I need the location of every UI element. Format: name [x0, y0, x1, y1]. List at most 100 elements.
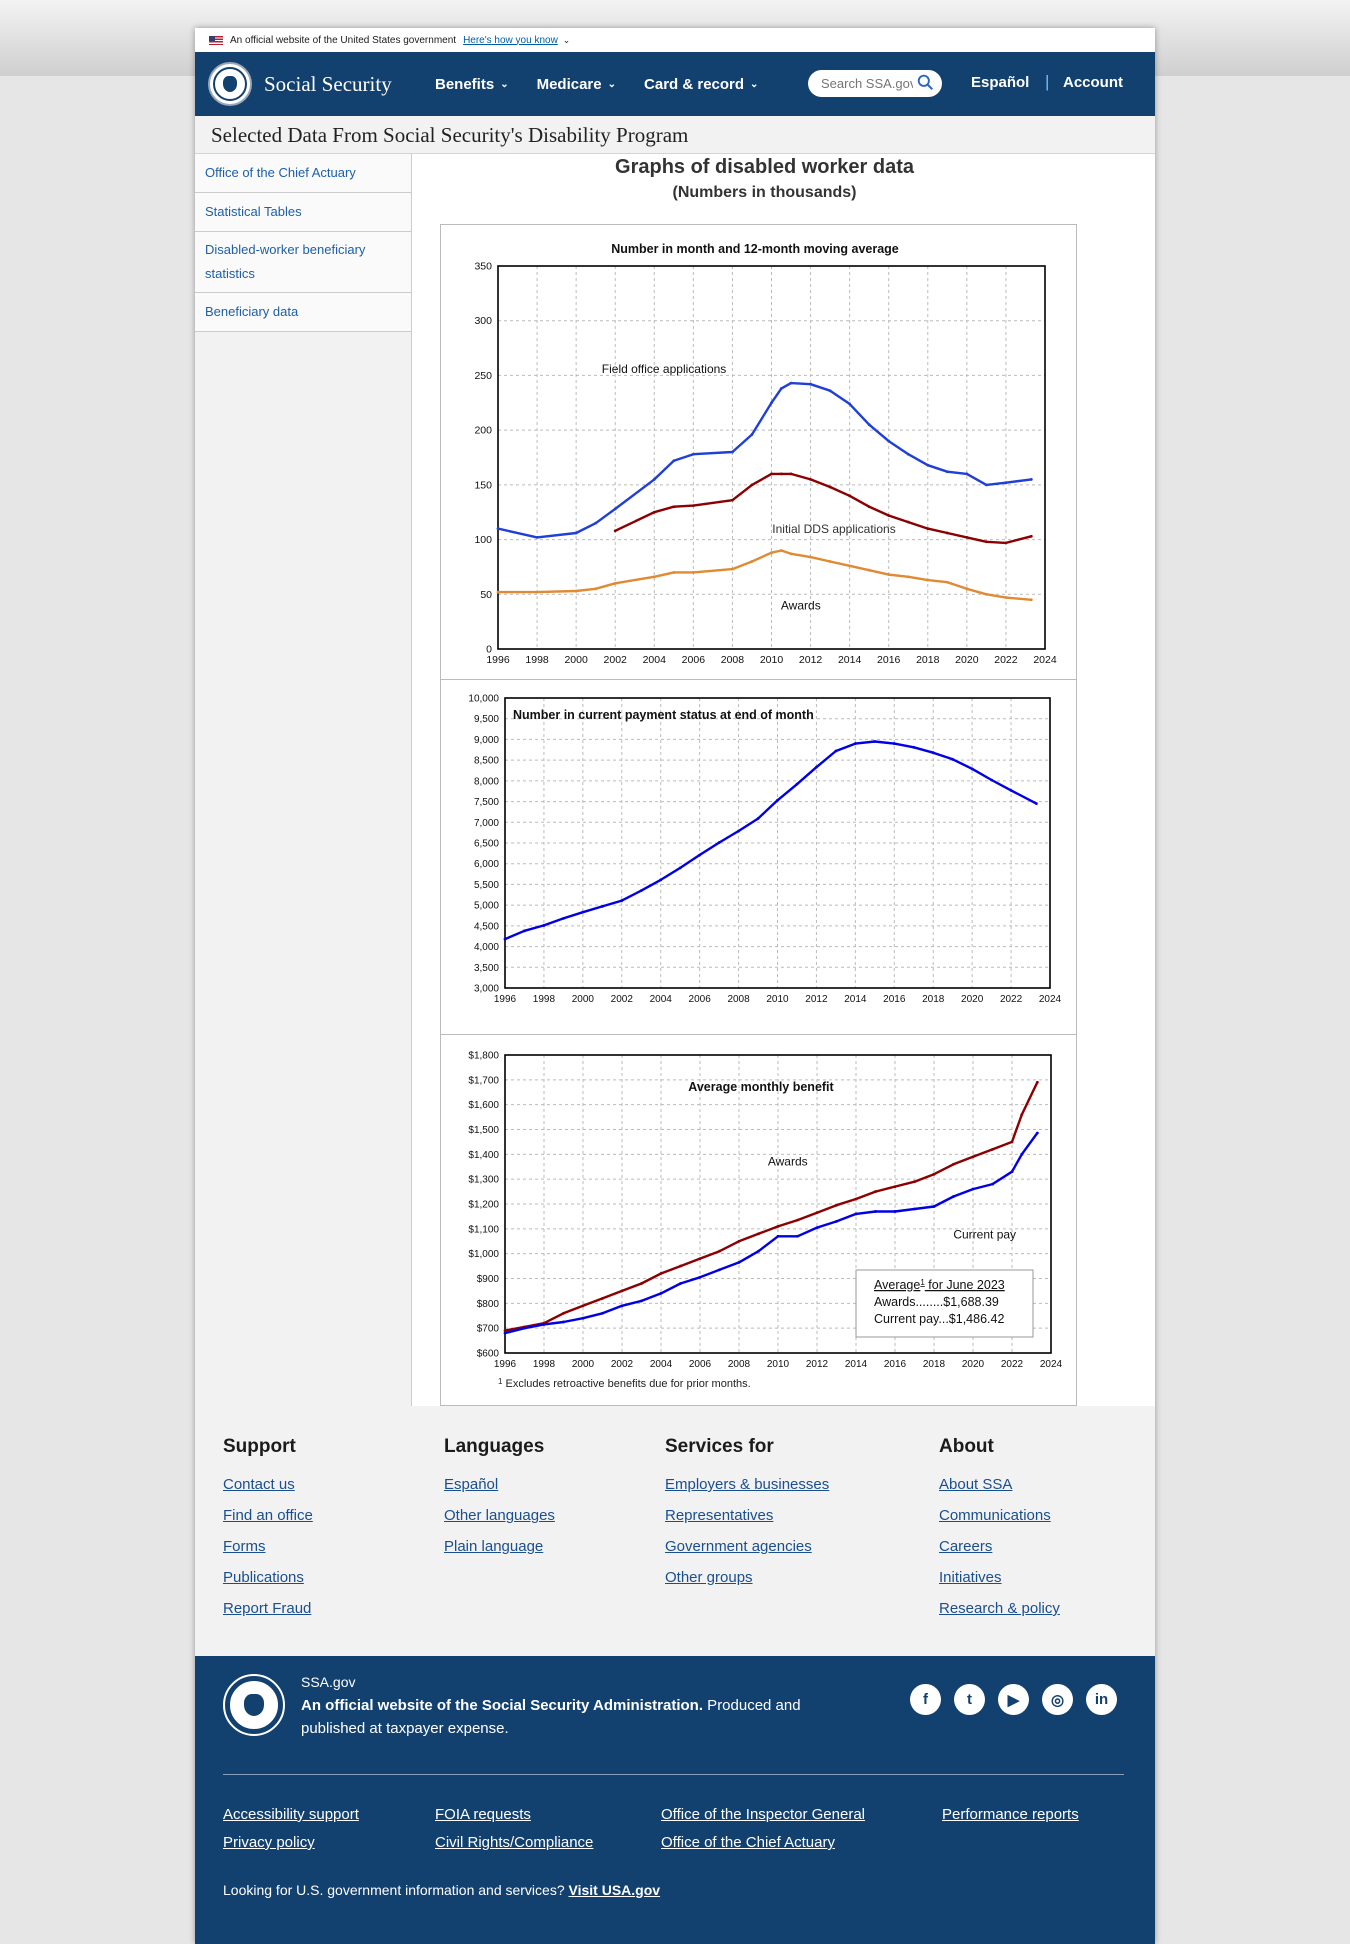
footer-link-foia[interactable]: FOIA requests	[435, 1806, 531, 1823]
x-tick-label: 2022	[1000, 994, 1023, 1005]
footer-link[interactable]: Communications	[939, 1507, 1051, 1524]
data-point-0	[854, 1197, 858, 1201]
footer-link[interactable]: Contact us	[223, 1476, 295, 1493]
data-point-1	[854, 1212, 858, 1216]
account-link[interactable]: Account	[1063, 74, 1123, 91]
search-icon[interactable]	[917, 74, 934, 91]
footer-bottom: SSA.gov An official website of the Socia…	[195, 1656, 1155, 1944]
data-point-0	[503, 1329, 507, 1333]
footer-link[interactable]: Forms	[223, 1538, 266, 1555]
x-tick-label: 2020	[961, 994, 984, 1005]
x-tick-label: 2006	[689, 1359, 712, 1370]
data-point-1	[926, 527, 930, 531]
x-tick-label: 2006	[689, 994, 712, 1005]
data-point-0	[952, 1162, 955, 1166]
x-tick-label: 1996	[494, 994, 517, 1005]
y-tick-label: 5,500	[474, 880, 499, 891]
footer-link-civil-rights[interactable]: Civil Rights/Compliance	[435, 1834, 594, 1851]
nav-benefits[interactable]: Benefits ⌄	[435, 76, 509, 93]
youtube-icon[interactable]: ▶	[998, 1684, 1029, 1715]
footer-link[interactable]: About SSA	[939, 1476, 1013, 1493]
footer-link[interactable]: Other groups	[665, 1569, 753, 1586]
data-point-1	[691, 504, 695, 508]
footer-col-about: About About SSA Communications Careers I…	[939, 1436, 1060, 1631]
footer-link[interactable]: Government agencies	[665, 1538, 812, 1555]
data-point-0	[867, 423, 871, 427]
chart-current-payment: 1996 1998 2000 2002 2004 2006 2008 2010 2012 2014…	[440, 679, 1077, 1035]
footer-link[interactable]: Report Fraud	[223, 1600, 312, 1617]
data-point-1	[718, 1268, 721, 1272]
data-point-1	[523, 1326, 526, 1330]
brand-name[interactable]: Social Security	[264, 71, 392, 96]
y-tick-label: 8,000	[474, 776, 499, 787]
x-tick-label: 2004	[643, 654, 667, 666]
instagram-icon[interactable]: ◎	[1042, 1684, 1073, 1715]
data-point-1	[562, 1320, 565, 1324]
series-annotation: Current pay	[953, 1227, 1016, 1241]
gov-banner-text: An official website of the United States…	[230, 34, 457, 46]
footer-link-privacy[interactable]: Privacy policy	[223, 1834, 315, 1851]
x-tick-label: 2008	[728, 1359, 751, 1370]
x-tick-label: 1996	[486, 654, 510, 666]
linkedin-icon[interactable]: in	[1086, 1684, 1117, 1715]
sidebar-item-statistical-tables[interactable]: Statistical Tables	[195, 193, 411, 232]
chart-average-benefit-svg: 1996 1998 2000 2002 2004 2006 2008 2010 2012 2014…	[468, 1051, 1062, 1391]
sidebar: Office of the Chief Actuary Statistical …	[195, 154, 412, 1406]
footer-link[interactable]: Research & policy	[939, 1600, 1060, 1617]
search-input[interactable]	[821, 76, 913, 91]
data-point-1	[581, 1316, 585, 1320]
data-point-0	[1009, 788, 1013, 792]
page-title: Selected Data From Social Security's Dis…	[195, 116, 1155, 154]
footer-link[interactable]: Careers	[939, 1538, 993, 1555]
footer-link[interactable]: Español	[444, 1476, 499, 1493]
footer-link-oig[interactable]: Office of the Inspector General	[661, 1806, 866, 1823]
footer-link[interactable]: Initiatives	[939, 1569, 1002, 1586]
data-point-2	[594, 587, 598, 591]
footer-link[interactable]: Other languages	[444, 1507, 555, 1524]
y-tick-label: $1,600	[468, 1100, 499, 1111]
chart-footnote: 1 Excludes retroactive benefits due for …	[498, 1377, 751, 1390]
nav-card-record[interactable]: Card & record ⌄	[644, 76, 758, 93]
nav-card-record-label: Card & record	[644, 75, 745, 93]
x-tick-label: 2002	[611, 994, 634, 1005]
sidebar-item-disabled-worker-stats[interactable]: Disabled-worker beneficiary statistics	[195, 232, 411, 293]
footer-link-chief-actuary[interactable]: Office of the Chief Actuary	[661, 1834, 835, 1851]
y-tick-label: 4,000	[474, 942, 499, 953]
data-point-2	[887, 573, 891, 576]
data-point-1	[984, 540, 988, 544]
footer-link[interactable]: Plain language	[444, 1538, 544, 1555]
data-point-0	[698, 1257, 702, 1261]
footer-link[interactable]: Publications	[223, 1569, 304, 1586]
x-tick-label: 2002	[611, 1359, 634, 1370]
twitter-icon[interactable]: t	[954, 1684, 985, 1715]
ssa-footer-seal-logo	[223, 1674, 285, 1736]
how-you-know-link[interactable]: Here's how you know	[463, 34, 558, 46]
data-point-0	[848, 402, 852, 406]
footer-link[interactable]: Find an office	[223, 1507, 313, 1524]
footer-link[interactable]: Representatives	[665, 1507, 774, 1524]
data-point-2	[945, 580, 949, 584]
data-point-1	[613, 529, 617, 533]
data-point-1	[601, 1311, 604, 1315]
sidebar-item-beneficiary-data[interactable]: Beneficiary data	[195, 293, 411, 332]
data-point-0	[770, 401, 773, 405]
footer-link[interactable]: Employers & businesses	[665, 1476, 830, 1493]
ssa-seal-logo[interactable]	[208, 62, 252, 106]
nav-medicare[interactable]: Medicare ⌄	[537, 76, 616, 93]
chevron-down-icon[interactable]: ⌄	[562, 34, 571, 45]
data-point-0	[991, 1147, 994, 1151]
plot-frame	[504, 697, 1051, 989]
footer-official-rest: Produced and published at taxpayer expen…	[301, 1697, 801, 1737]
data-point-2	[848, 564, 852, 568]
data-point-1	[750, 483, 754, 487]
footer-link-performance[interactable]: Performance reports	[942, 1806, 1079, 1823]
sidebar-item-chief-actuary[interactable]: Office of the Chief Actuary	[195, 154, 411, 193]
footer-link-accessibility[interactable]: Accessibility support	[223, 1806, 359, 1823]
usagov-link[interactable]: Visit USA.gov	[568, 1882, 661, 1898]
data-point-0	[659, 878, 663, 882]
y-tick-label: 3,000	[474, 984, 499, 995]
x-tick-label: 2000	[564, 654, 588, 666]
facebook-icon[interactable]: f	[910, 1684, 941, 1715]
chart-applications: 1996 1998 2000 2002 2004 2006 2008 2010 2012 2014…	[440, 224, 1077, 680]
espanol-link[interactable]: Español	[971, 74, 1030, 91]
